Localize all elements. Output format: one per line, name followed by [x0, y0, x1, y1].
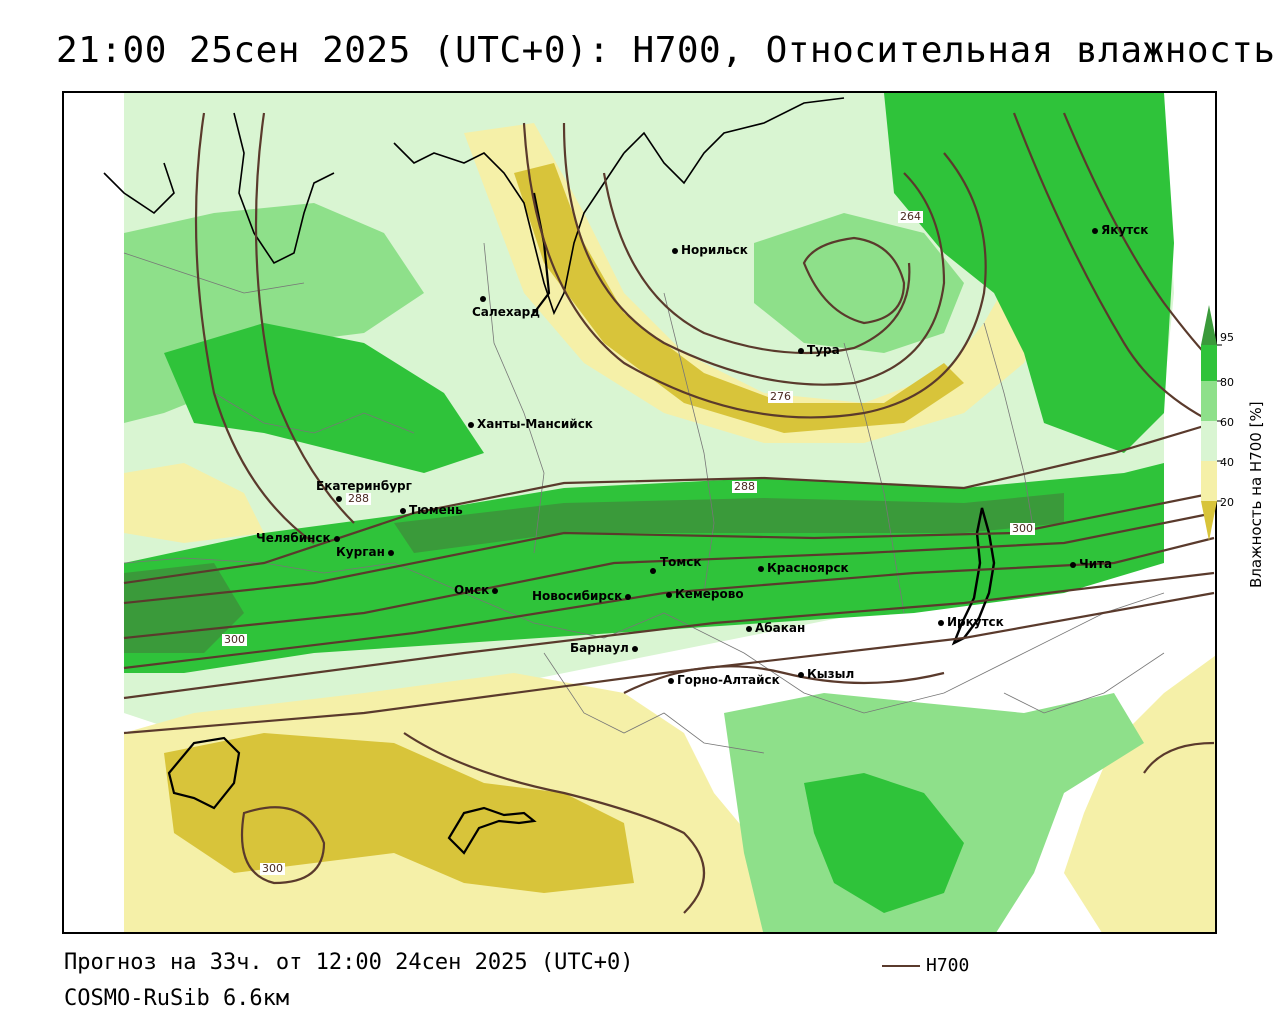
contour-label: 300: [260, 862, 285, 875]
humidity-field-saturated-west: [124, 563, 244, 653]
contour-legend-swatch: [882, 964, 920, 967]
lake-baikal: [951, 507, 996, 646]
city-label: Ханты-Мансийск: [468, 417, 593, 431]
map-panel: 264 276 288 288 300 300 300 Норильск Яку…: [62, 91, 1217, 934]
humidity-field-dry-south-core: [164, 733, 634, 893]
humidity-colorbar: 95 80 60 40 20: [1201, 305, 1234, 541]
city-label: Тура: [798, 343, 840, 357]
lake-balkhash: [447, 806, 537, 855]
city-label: Иркутск: [938, 615, 1004, 629]
city-label: Норильск: [672, 243, 748, 257]
humidity-map: [64, 93, 1215, 932]
colorbar-tick: 95: [1220, 331, 1234, 344]
contour-legend: H700: [882, 955, 969, 976]
city-label: [650, 563, 659, 577]
colorbar-tick: 40: [1220, 456, 1234, 469]
lake-aral: [167, 736, 241, 810]
city-label: Тюмень: [400, 503, 463, 517]
city-label-text: Томск: [660, 555, 702, 569]
city-label: Курган: [336, 545, 397, 559]
city-label: Барнаул: [570, 641, 641, 655]
city-label: Омск: [454, 583, 501, 597]
humidity-field-dry-west: [124, 463, 264, 543]
map-title: 21:00 25сен 2025 (UTC+0): H700, Относите…: [56, 30, 1276, 71]
humidity-field-green-southeast-core: [804, 773, 964, 913]
humidity-field-dry-north-core: [514, 163, 964, 433]
colorbar-tick: 80: [1220, 376, 1234, 389]
city-label: Якутск: [1092, 223, 1148, 237]
colorbar-swatch-60: [1201, 381, 1217, 421]
contour-legend-label: H700: [926, 955, 970, 976]
humidity-field-moist-northeast: [884, 93, 1174, 453]
contour-label: 276: [768, 390, 793, 403]
city-label-text: Салехард: [472, 305, 540, 319]
city-label: Абакан: [746, 621, 805, 635]
city-label: Кызыл: [798, 667, 854, 681]
city-label: [480, 291, 489, 305]
colorbar-title: Влажность на H700 [%]: [1247, 401, 1265, 588]
city-label: [336, 491, 345, 505]
city-label: Челябинск: [256, 531, 343, 545]
humidity-field-moist-west: [164, 323, 484, 473]
coastlines: [103, 97, 845, 316]
colorbar-tick: 20: [1220, 496, 1234, 509]
contour-label: 300: [1010, 522, 1035, 535]
contour-label: 288: [732, 480, 757, 493]
humidity-field-dry-east: [1064, 655, 1215, 932]
city-label-text: Екатеринбург: [316, 479, 412, 493]
h700-contours: [123, 112, 1215, 914]
colorbar-swatch-20: [1201, 461, 1217, 501]
colorbar-swatch-80: [1201, 345, 1217, 381]
contour-label: 264: [898, 210, 923, 223]
colorbar-tick: 60: [1220, 416, 1234, 429]
city-label: Горно-Алтайск: [668, 673, 780, 687]
contour-label: 300: [222, 633, 247, 646]
humidity-field-dry-north: [464, 123, 1054, 443]
forecast-info: Прогноз на 33ч. от 12:00 24сен 2025 (UTC…: [64, 950, 634, 975]
humidity-field-moist-northeast-light: [754, 213, 964, 353]
humidity-field-saturated-band: [394, 493, 1064, 553]
colorbar-title-wrap: Влажность на H700 [%]: [1247, 350, 1267, 590]
city-label: Чита: [1070, 557, 1112, 571]
city-label: Кемерово: [666, 587, 744, 601]
model-name: COSMO-RuSib 6.6км: [64, 986, 290, 1011]
colorbar-swatch-40: [1201, 421, 1217, 461]
contour-label: 288: [346, 492, 371, 505]
city-label: Красноярск: [758, 561, 849, 575]
city-label: Новосибирск: [532, 589, 634, 603]
colorbar-swatch-10: [1201, 501, 1217, 541]
colorbar-swatch-95: [1201, 305, 1217, 345]
